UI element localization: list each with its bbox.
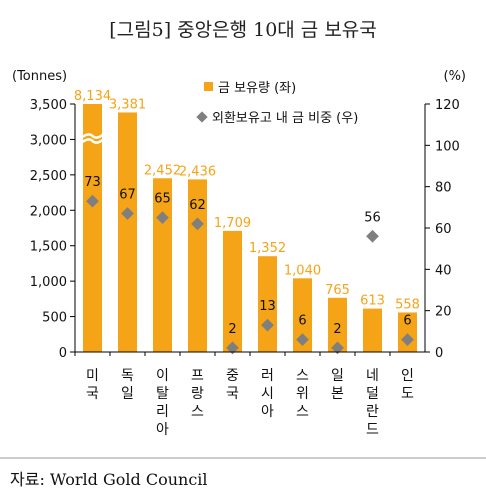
right-tick-label: 80 (435, 181, 452, 196)
bar-value-label: 2,436 (179, 164, 216, 179)
left-tick-label: 3,500 (30, 98, 67, 113)
right-tick-label: 20 (435, 305, 452, 320)
bar-break-mark (80, 133, 105, 139)
marker-value-label: 67 (119, 188, 136, 203)
marker-point (226, 341, 239, 355)
marker-point (261, 318, 274, 332)
marker-point (156, 211, 169, 225)
bar-value-label: 2,452 (144, 163, 181, 178)
legend-marker-swatch (196, 111, 208, 123)
marker-value-label: 73 (84, 175, 101, 190)
source-note: 자료: World Gold Council (10, 470, 208, 489)
left-axis-unit: (Tonnes) (12, 69, 67, 84)
bar (83, 104, 102, 352)
marker-point (401, 333, 414, 346)
marker-value-label: 13 (259, 299, 276, 314)
bar (293, 278, 312, 352)
bar (398, 312, 417, 352)
bar (258, 256, 277, 352)
right-tick-label: 60 (435, 222, 452, 237)
bar-series: 8,1343,3812,4522,4361,7091,3521,04076561… (74, 89, 420, 352)
bar (328, 297, 347, 352)
bar-value-label: 1,709 (214, 216, 251, 231)
category-axis: 미 국 독 일 이 탈 리 아 프 랑 스 중 국 러 시 아 스 위 스 일 본 네 덜 란 드 인 도 (74, 351, 425, 438)
legend-bar-label: 금 보유량 (좌) (218, 81, 296, 96)
bar-value-label: 765 (325, 283, 350, 298)
bar (118, 112, 137, 352)
right-tick-label: 0 (435, 346, 443, 361)
right-axis-unit: (%) (444, 69, 467, 84)
bar (363, 308, 382, 352)
marker-point (121, 207, 134, 220)
right-axis: 0 20 40 60 80 100 120 (424, 98, 460, 361)
marker-value-label: 6 (403, 314, 411, 329)
marker-value-label: 62 (189, 198, 206, 213)
bar-value-label: 8,134 (74, 89, 111, 104)
marker-value-label: 65 (154, 192, 171, 207)
bar (153, 178, 172, 352)
left-tick-label: 0 (59, 346, 67, 361)
left-tick-label: 1,000 (30, 275, 67, 290)
marker-point (296, 333, 309, 346)
bar-value-label: 558 (395, 297, 420, 312)
left-tick-label: 3,000 (30, 133, 67, 148)
right-tick-label: 40 (435, 263, 452, 278)
marker-value-label: 6 (298, 314, 306, 329)
right-tick-label: 100 (435, 139, 460, 154)
legend-bar-swatch (204, 82, 213, 91)
marker-value-label: 2 (228, 322, 236, 337)
marker-point (331, 341, 344, 355)
left-tick-label: 500 (42, 311, 67, 326)
left-tick-label: 2,500 (30, 169, 67, 184)
marker-point (86, 194, 99, 208)
chart-title: [그림5] 중앙은행 10대 금 보유국 (109, 19, 377, 41)
bar-value-label: 613 (360, 294, 385, 309)
left-axis: 0 500 1,000 1,500 2,000 2,500 3,000 3,500 (30, 98, 76, 361)
right-tick-label: 120 (435, 98, 460, 113)
marker-point (191, 217, 204, 231)
bar-value-label: 1,040 (284, 263, 321, 278)
legend-marker-label: 외환보유고 내 금 비중 (우) (212, 111, 358, 126)
left-tick-label: 1,500 (30, 240, 67, 255)
left-tick-label: 2,000 (30, 204, 67, 219)
bar (223, 230, 242, 352)
marker-value-label: 56 (364, 210, 381, 225)
bar-value-label: 1,352 (249, 241, 286, 256)
marker-value-label: 2 (333, 322, 341, 337)
marker-point (366, 229, 379, 243)
bar-value-label: 3,381 (109, 97, 146, 112)
bar-break-mark (80, 138, 105, 144)
